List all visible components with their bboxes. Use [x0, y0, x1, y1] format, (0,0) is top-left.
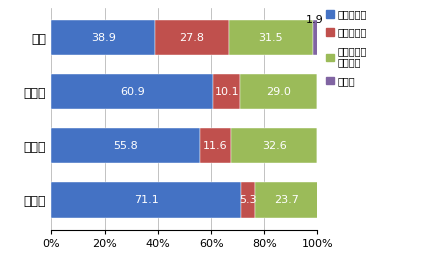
Bar [51, 128, 200, 163]
Bar [51, 20, 155, 55]
Bar [255, 182, 318, 218]
Bar [241, 182, 255, 218]
Text: 29.0: 29.0 [266, 87, 291, 97]
Text: 5.3: 5.3 [239, 195, 257, 205]
Text: 60.9: 60.9 [120, 87, 145, 97]
Text: 10.1: 10.1 [214, 87, 239, 97]
Text: 55.8: 55.8 [113, 141, 138, 151]
Bar [231, 128, 317, 163]
Text: 11.6: 11.6 [203, 141, 228, 151]
Bar [229, 20, 313, 55]
Text: 31.5: 31.5 [258, 33, 283, 43]
Bar [51, 74, 214, 109]
Bar [240, 74, 317, 109]
Bar [214, 74, 240, 109]
Bar [200, 128, 231, 163]
Text: 27.8: 27.8 [179, 33, 204, 43]
Bar [51, 182, 241, 218]
Text: 38.9: 38.9 [91, 33, 116, 43]
Text: 32.6: 32.6 [262, 141, 287, 151]
Text: 71.1: 71.1 [134, 195, 158, 205]
Text: 23.7: 23.7 [274, 195, 299, 205]
Text: 1.9: 1.9 [306, 15, 324, 25]
Legend: 関心がある, 関心がない, どちらとも
いえない, 無回答: 関心がある, 関心がない, どちらとも いえない, 無回答 [325, 8, 368, 87]
Bar [313, 20, 318, 55]
Bar [155, 20, 229, 55]
